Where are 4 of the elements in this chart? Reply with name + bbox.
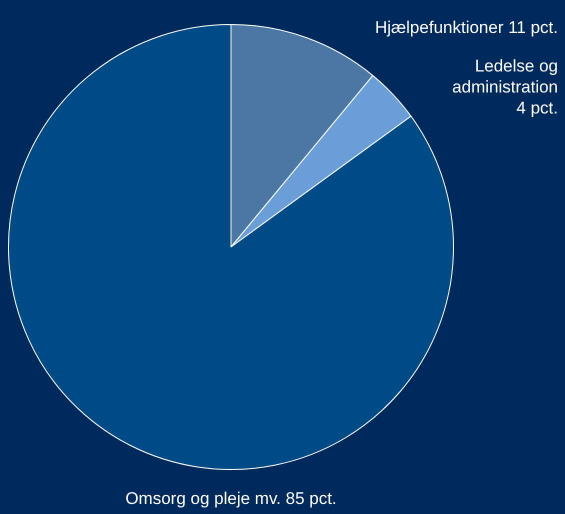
slice-label: Hjælpefunktioner 11 pct. bbox=[374, 18, 558, 37]
data-label: 4 pct. bbox=[516, 98, 558, 118]
slice-label: Ledelse og administration bbox=[452, 56, 558, 97]
slice-label: Omsorg og pleje mv. 85 pct. bbox=[125, 489, 337, 508]
